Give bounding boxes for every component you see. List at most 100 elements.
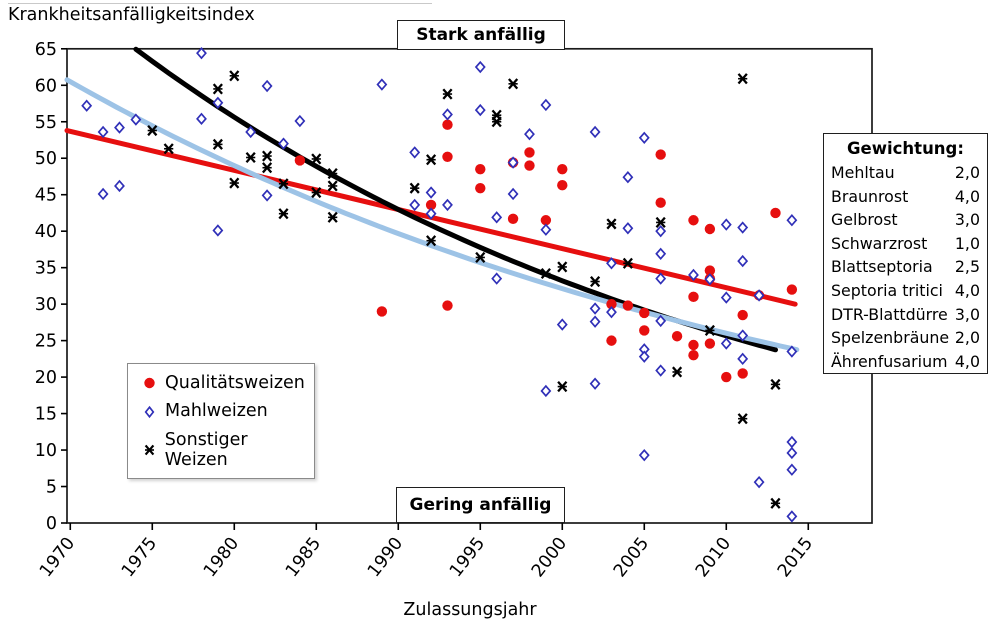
point-qualitaetsweizen xyxy=(557,163,568,175)
point-sonstiger-weizen xyxy=(278,178,289,190)
point-mahlweizen xyxy=(507,156,519,169)
top-rule-line xyxy=(8,3,432,4)
y-tick-label: 35 xyxy=(35,259,57,279)
weight-label: Schwarzrost xyxy=(831,233,928,253)
point-sonstiger-weizen xyxy=(409,182,420,194)
x-tick-label: 2000 xyxy=(528,534,571,581)
point-mahlweizen xyxy=(409,198,421,212)
point-mahlweizen xyxy=(114,179,125,193)
weights-row: Braunrost 4,0 xyxy=(831,185,980,209)
point-mahlweizen xyxy=(638,350,650,363)
point-qualitaetsweizen xyxy=(737,368,748,379)
weights-row: Septoria tritici 4,0 xyxy=(831,279,980,303)
point-mahlweizen xyxy=(655,224,667,238)
point-mahlweizen xyxy=(606,305,617,319)
point-mahlweizen xyxy=(491,211,503,224)
point-qualitaetsweizen xyxy=(524,147,535,158)
weight-label: Mehltau xyxy=(831,163,895,182)
y-tick-label: 20 xyxy=(35,368,57,388)
point-qualitaetsweizen xyxy=(639,307,650,319)
point-mahlweizen xyxy=(622,222,634,235)
weights-panel-title: Gewichtung: xyxy=(847,139,964,158)
series-mahlweizen xyxy=(81,46,798,523)
point-qualitaetsweizen xyxy=(294,155,306,166)
point-sonstiger-weizen xyxy=(147,124,158,137)
point-mahlweizen xyxy=(786,446,798,460)
point-mahlweizen xyxy=(540,98,552,112)
point-mahlweizen xyxy=(786,214,798,227)
point-mahlweizen xyxy=(720,291,732,304)
point-qualitaetsweizen xyxy=(704,265,716,276)
point-qualitaetsweizen xyxy=(475,163,486,175)
point-mahlweizen xyxy=(737,221,749,234)
annotation-gering-anfaellig: Gering anfällig xyxy=(396,487,565,523)
weight-value: 4,0 xyxy=(954,186,980,206)
point-mahlweizen xyxy=(606,257,617,270)
trend-line-sonstiger-weizen xyxy=(133,46,778,353)
weight-label: Ährenfusarium xyxy=(831,351,948,371)
point-mahlweizen xyxy=(442,198,453,212)
point-qualitaetsweizen xyxy=(704,338,716,349)
point-mahlweizen xyxy=(540,223,552,236)
legend-item-qualitaetsweizen: Qualitätsweizen xyxy=(128,373,314,393)
point-sonstiger-weizen xyxy=(770,497,781,509)
point-qualitaetsweizen xyxy=(442,300,453,311)
point-qualitaetsweizen xyxy=(688,350,699,361)
y-tick-label: 55 xyxy=(35,113,57,133)
x-tick-label: 1990 xyxy=(364,534,407,581)
point-qualitaetsweizen xyxy=(606,335,617,346)
point-sonstiger-weizen xyxy=(327,180,338,192)
point-mahlweizen xyxy=(556,318,568,331)
point-mahlweizen xyxy=(655,272,667,285)
point-qualitaetsweizen xyxy=(442,151,453,162)
x-tick-label: 1975 xyxy=(118,534,161,581)
point-mahlweizen xyxy=(786,510,798,523)
point-mahlweizen xyxy=(720,218,732,231)
point-sonstiger-weizen xyxy=(327,167,338,180)
weights-row: Spelzenbräune 2,0 xyxy=(831,326,980,350)
point-mahlweizen xyxy=(196,112,207,126)
point-mahlweizen xyxy=(786,345,798,358)
series-sonstiger-weizen xyxy=(147,70,781,509)
legend-item-sonstiger-weizen: Sonstiger Weizen xyxy=(128,430,314,470)
point-qualitaetsweizen xyxy=(786,284,798,295)
point-sonstiger-weizen xyxy=(278,208,289,220)
chart-legend: Qualitätsweizen Mahlweizen Sonstiger Wei… xyxy=(127,363,315,479)
point-sonstiger-weizen xyxy=(704,324,715,336)
point-mahlweizen xyxy=(655,364,667,377)
weight-value: 4,0 xyxy=(954,351,980,371)
point-qualitaetsweizen xyxy=(688,339,699,351)
point-qualitaetsweizen xyxy=(557,180,568,191)
point-sonstiger-weizen xyxy=(426,235,437,247)
x-tick-label: 1985 xyxy=(282,534,325,581)
y-axis: 0 5 10 15 20 25 30 35 40 45 50 55 60 65 xyxy=(35,40,67,534)
y-tick-label: 40 xyxy=(35,222,57,242)
point-qualitaetsweizen xyxy=(688,291,699,303)
weights-row: Ährenfusarium 4,0 xyxy=(831,350,980,374)
point-sonstiger-weizen xyxy=(311,186,322,199)
trend-line-mahlweizen xyxy=(64,77,800,353)
point-mahlweizen xyxy=(737,254,749,268)
point-qualitaetsweizen xyxy=(704,223,716,235)
point-mahlweizen xyxy=(97,125,109,139)
point-sonstiger-weizen xyxy=(163,143,174,155)
weight-label: Spelzenbräune xyxy=(831,328,950,348)
point-qualitaetsweizen xyxy=(524,160,535,171)
point-qualitaetsweizen xyxy=(622,300,634,311)
point-mahlweizen xyxy=(376,78,388,91)
point-mahlweizen xyxy=(474,103,486,117)
point-sonstiger-weizen xyxy=(475,251,486,264)
point-sonstiger-weizen xyxy=(557,261,568,273)
point-mahlweizen xyxy=(97,187,109,201)
point-qualitaetsweizen xyxy=(606,298,617,310)
point-mahlweizen xyxy=(786,435,798,449)
point-sonstiger-weizen xyxy=(229,177,240,189)
point-qualitaetsweizen xyxy=(655,149,666,160)
weights-row: Mehltau 2,0 xyxy=(831,161,980,185)
point-mahlweizen xyxy=(442,108,453,121)
point-mahlweizen xyxy=(638,448,650,462)
point-mahlweizen xyxy=(81,99,93,112)
y-tick-label: 30 xyxy=(35,295,57,315)
point-mahlweizen xyxy=(130,113,142,126)
